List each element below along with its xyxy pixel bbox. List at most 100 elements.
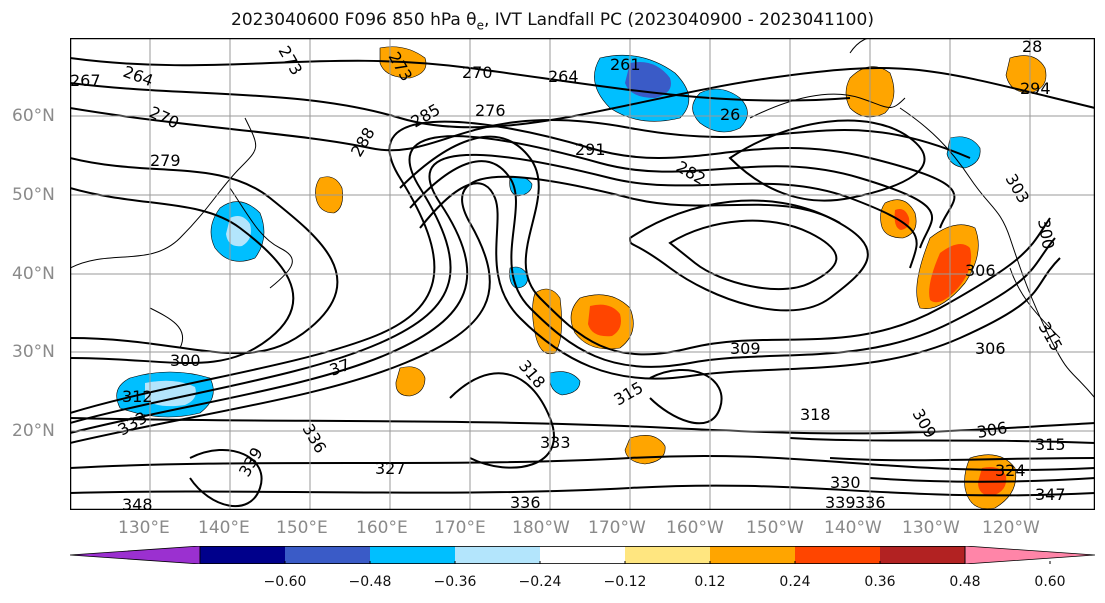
colorbar-frame [199, 546, 966, 564]
contour-label: 291 [575, 140, 606, 159]
colorbar-segment [625, 546, 711, 564]
contour-label: 276 [475, 101, 506, 120]
coastline [1009, 267, 1061, 339]
contour-label: 339 [825, 493, 856, 510]
contour-line [70, 135, 933, 424]
lon-label: 120°W [982, 518, 1040, 538]
contour-line [70, 187, 295, 364]
map-plot: 267 264 273 273 270 264 261 28 294 270 2… [70, 38, 1095, 510]
colorbar-segment [710, 546, 796, 564]
colorbar-extend-high [964, 546, 1095, 564]
colorbar-tick-label: 0.60 [1034, 574, 1066, 590]
lon-label: 170°W [588, 518, 646, 538]
contour-label: 336 [855, 493, 886, 510]
contour-label: 294 [1020, 79, 1051, 98]
lon-label: 150°W [746, 518, 804, 538]
colorbar-tick-label: −0.24 [518, 574, 562, 590]
contour-label: 300 [170, 351, 201, 370]
lon-label: 160°E [356, 518, 408, 538]
contour-line [409, 160, 1056, 368]
colorbar-segment [200, 546, 286, 564]
contour-label: 347 [1035, 485, 1066, 504]
contour-line [419, 182, 1061, 380]
contour-label: 324 [995, 461, 1026, 480]
lat-label: 40°N [12, 264, 55, 284]
contour-label: 26 [720, 105, 740, 124]
map-title: 2023040600 F096 850 hPa θe, IVT Landfall… [0, 10, 1105, 32]
contour-label: 330 [830, 473, 861, 492]
lon-label: 130°E [118, 518, 170, 538]
coastline [229, 187, 293, 289]
shade-patch [1005, 55, 1047, 94]
contour-label: 336 [510, 493, 541, 510]
contour-label: 327 [375, 459, 406, 478]
contour-label: 312 [122, 387, 153, 406]
shade-patch [532, 288, 562, 355]
contour-label: 261 [610, 55, 641, 74]
contour-label: 28 [1022, 38, 1042, 56]
contour-label: 309 [730, 339, 761, 358]
colorbar-tick-label: 0.24 [779, 574, 811, 590]
colorbar-tick-label: −0.36 [433, 574, 477, 590]
lat-label: 30°N [12, 342, 55, 362]
lon-label: 160°W [666, 518, 724, 538]
lat-label: 50°N [12, 185, 55, 205]
plot-frame [70, 38, 1095, 510]
colorbar-segment [455, 546, 541, 564]
contour-line [668, 219, 838, 291]
lon-label: 180°W [512, 518, 570, 538]
contour-line [399, 135, 1051, 356]
colorbar-segment [795, 546, 881, 564]
shade-patch [588, 304, 621, 337]
contour-line [628, 199, 869, 312]
contour-label: 267 [70, 71, 101, 90]
colorbar-tick-label: −0.12 [603, 574, 647, 590]
lon-label: 140°W [824, 518, 882, 538]
title-subscript: e [476, 18, 484, 33]
title-rest: , IVT Landfall PC (2023040900 - 20230411… [483, 10, 874, 30]
coastline [70, 117, 257, 269]
contour-line [70, 157, 339, 355]
contour-line [70, 107, 971, 159]
contour-label: 264 [548, 67, 579, 86]
colorbar-extend-low [70, 546, 201, 564]
lon-label: 130°W [902, 518, 960, 538]
lat-label: 60°N [12, 106, 55, 126]
shade-patch [395, 366, 426, 397]
contour-line [869, 477, 1095, 483]
shade-patch [624, 435, 666, 465]
coastline [149, 307, 184, 349]
shade-patch [625, 62, 671, 98]
contour-label: 333 [540, 433, 571, 452]
contour-line [789, 437, 1095, 444]
shade-patch [145, 380, 196, 407]
coastline [899, 107, 1095, 399]
lat-label: 20°N [12, 421, 55, 441]
contour-line [70, 454, 1095, 472]
colorbar-tick-label: 0.12 [694, 574, 726, 590]
contour-layer [70, 57, 1095, 507]
lon-label: 140°E [198, 518, 250, 538]
shade-patch [946, 136, 981, 169]
contour-label: 348 [122, 495, 153, 510]
title-main: 2023040600 F096 850 hPa θ [231, 10, 477, 30]
contour-line [70, 484, 1095, 497]
contour-label: 306 [965, 261, 996, 280]
colorbar-tick-label: 0.36 [864, 574, 896, 590]
colorbar-tick-label: −0.60 [263, 574, 307, 590]
contour-label: 315 [1035, 435, 1066, 454]
colorbar-segment [540, 546, 626, 564]
contour-label: 306 [975, 339, 1006, 358]
colorbar-segment [370, 546, 456, 564]
colorbar [70, 546, 1095, 564]
colorbar-segment [285, 546, 371, 564]
contour-label: 270 [462, 63, 493, 82]
contour-label: 318 [800, 405, 831, 424]
lon-label: 150°E [276, 518, 328, 538]
contour-label: 279 [150, 151, 181, 170]
contour-line [70, 67, 1095, 129]
gridlines [70, 38, 1095, 510]
contour-line [189, 449, 263, 507]
shade-patch [549, 371, 581, 396]
colorbar-tick-label: 0.48 [949, 574, 981, 590]
